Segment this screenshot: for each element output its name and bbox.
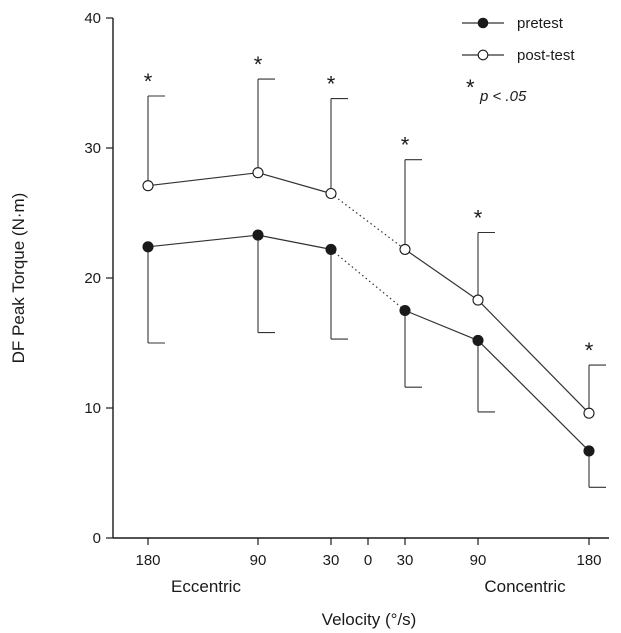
significance-star-3: * bbox=[401, 133, 410, 158]
group-label-concentric: Concentric bbox=[484, 577, 566, 596]
post-test-point-3 bbox=[399, 243, 411, 255]
pretest-point-1 bbox=[252, 229, 264, 241]
y-tick-label-0: 0 bbox=[93, 530, 101, 547]
x-tick-label-2: 30 bbox=[323, 552, 340, 569]
legend-posttest-label: post-test bbox=[517, 47, 575, 64]
post-test-point-2 bbox=[325, 187, 337, 200]
pretest-point-2 bbox=[325, 243, 337, 255]
significance-star-5: * bbox=[585, 338, 594, 363]
x-axis-title: Velocity (°/s) bbox=[322, 610, 417, 629]
label-layer: 0 10 20 30 40 180 90 30 0 30 90 180 * * * * * * bbox=[84, 10, 601, 569]
legend-pretest-label: pretest bbox=[517, 15, 564, 32]
x-tick-label-4: 30 bbox=[397, 552, 414, 569]
y-axis-title: DF Peak Torque (N·m) bbox=[9, 193, 28, 364]
significance-star-1: * bbox=[254, 52, 263, 77]
post-test-point-5 bbox=[583, 407, 595, 419]
group-label-eccentric: Eccentric bbox=[171, 577, 241, 596]
x-tick-label-0: 180 bbox=[135, 552, 160, 569]
x-tick-label-6: 180 bbox=[576, 552, 601, 569]
post-test-point-4 bbox=[472, 294, 484, 306]
pretest-point-3 bbox=[399, 304, 411, 317]
axes bbox=[112, 18, 609, 539]
legend-significance-text: p < .05 bbox=[479, 88, 527, 105]
post-test-point-0 bbox=[142, 180, 154, 192]
pretest-point-5 bbox=[583, 445, 595, 457]
pretest-segment-1 bbox=[257, 234, 332, 250]
pretest-segment-0 bbox=[147, 234, 259, 248]
x-tick-label-3: 0 bbox=[364, 552, 372, 569]
significance-star-0: * bbox=[144, 69, 153, 94]
post-test-segment-2 bbox=[330, 193, 406, 250]
post-test-segment-0 bbox=[147, 172, 259, 187]
tick-marks bbox=[106, 17, 590, 545]
x-tick-label-5: 90 bbox=[470, 552, 487, 569]
post-test-segment-1 bbox=[257, 172, 332, 195]
y-tick-label-30: 30 bbox=[84, 140, 101, 157]
pretest-point-4 bbox=[472, 334, 484, 346]
post-test-segment-4 bbox=[477, 299, 590, 414]
y-tick-label-40: 40 bbox=[84, 10, 101, 27]
pretest-point-0 bbox=[142, 241, 154, 253]
y-tick-label-20: 20 bbox=[84, 270, 101, 287]
y-tick-label-10: 10 bbox=[84, 400, 101, 417]
series-pretest bbox=[142, 229, 606, 488]
series-post-test bbox=[142, 78, 606, 419]
legend-significance-star: * bbox=[466, 75, 475, 100]
pretest-segment-2 bbox=[330, 248, 406, 311]
series-layer bbox=[142, 78, 606, 488]
post-test-segment-3 bbox=[404, 248, 479, 301]
significance-star-2: * bbox=[327, 72, 336, 97]
legend-posttest-marker bbox=[477, 49, 489, 61]
significance-star-4: * bbox=[474, 206, 483, 231]
legend-pretest-marker bbox=[477, 17, 489, 29]
post-test-point-1 bbox=[252, 167, 264, 179]
pretest-segment-3 bbox=[404, 309, 479, 341]
pretest-segment-4 bbox=[477, 339, 590, 452]
legend: pretest post-test * p < .05 bbox=[462, 15, 575, 105]
x-tick-label-1: 90 bbox=[250, 552, 267, 569]
